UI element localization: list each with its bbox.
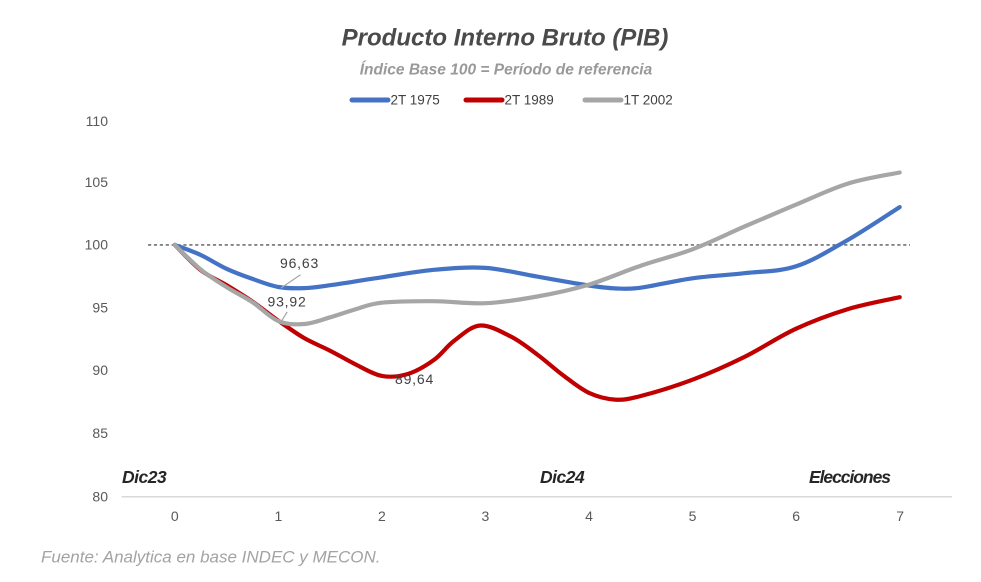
svg-text:1T 2002: 1T 2002 <box>624 93 673 108</box>
svg-text:Elecciones: Elecciones <box>809 467 891 487</box>
svg-text:100: 100 <box>85 237 109 253</box>
svg-text:4: 4 <box>585 508 593 524</box>
svg-text:1: 1 <box>275 508 283 524</box>
svg-text:Producto Interno Bruto (PIB): Producto Interno Bruto (PIB) <box>342 25 669 52</box>
svg-text:2T 1975: 2T 1975 <box>391 93 440 108</box>
svg-text:110: 110 <box>86 113 109 129</box>
svg-text:7: 7 <box>896 508 904 524</box>
svg-text:Fuente: Analytica en base INDE: Fuente: Analytica en base INDEC y MECON. <box>41 548 381 567</box>
svg-text:2T 1989: 2T 1989 <box>505 93 554 108</box>
svg-text:2: 2 <box>378 508 386 524</box>
svg-text:95: 95 <box>92 300 108 316</box>
svg-text:80: 80 <box>92 489 108 505</box>
svg-text:93,92: 93,92 <box>268 294 307 310</box>
svg-text:Dic23: Dic23 <box>122 467 167 487</box>
svg-text:90: 90 <box>92 362 108 378</box>
svg-text:Índice Base 100 = Período de r: Índice Base 100 = Período de referencia <box>360 62 653 79</box>
svg-text:85: 85 <box>92 425 108 441</box>
svg-text:6: 6 <box>792 508 800 524</box>
svg-text:5: 5 <box>689 508 697 524</box>
svg-text:105: 105 <box>85 174 109 190</box>
svg-text:96,63: 96,63 <box>280 255 319 271</box>
svg-text:3: 3 <box>482 508 490 524</box>
svg-text:0: 0 <box>171 508 179 524</box>
svg-text:89,64: 89,64 <box>395 371 434 387</box>
svg-text:Dic24: Dic24 <box>540 467 585 487</box>
